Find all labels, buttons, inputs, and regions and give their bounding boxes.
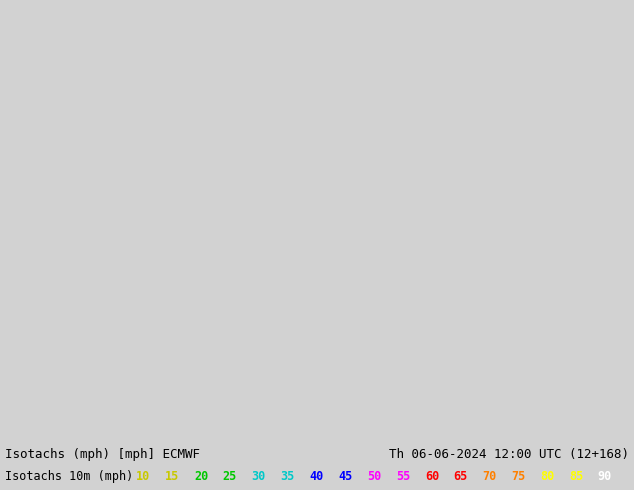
Text: 40: 40 xyxy=(309,469,323,483)
Text: 30: 30 xyxy=(252,469,266,483)
Text: 85: 85 xyxy=(569,469,583,483)
Text: 25: 25 xyxy=(223,469,237,483)
Text: 50: 50 xyxy=(367,469,381,483)
Text: 55: 55 xyxy=(396,469,410,483)
Text: 90: 90 xyxy=(598,469,612,483)
Text: 10: 10 xyxy=(136,469,150,483)
Text: 45: 45 xyxy=(339,469,353,483)
Text: 35: 35 xyxy=(280,469,295,483)
Text: Isotachs (mph) [mph] ECMWF: Isotachs (mph) [mph] ECMWF xyxy=(5,447,200,461)
Text: Th 06-06-2024 12:00 UTC (12+168): Th 06-06-2024 12:00 UTC (12+168) xyxy=(389,447,629,461)
Text: 60: 60 xyxy=(425,469,439,483)
Text: 80: 80 xyxy=(540,469,554,483)
Text: 75: 75 xyxy=(511,469,526,483)
Text: 70: 70 xyxy=(482,469,496,483)
Text: 65: 65 xyxy=(453,469,468,483)
Text: 15: 15 xyxy=(165,469,179,483)
Text: 20: 20 xyxy=(194,469,208,483)
Text: Isotachs 10m (mph): Isotachs 10m (mph) xyxy=(5,469,133,483)
